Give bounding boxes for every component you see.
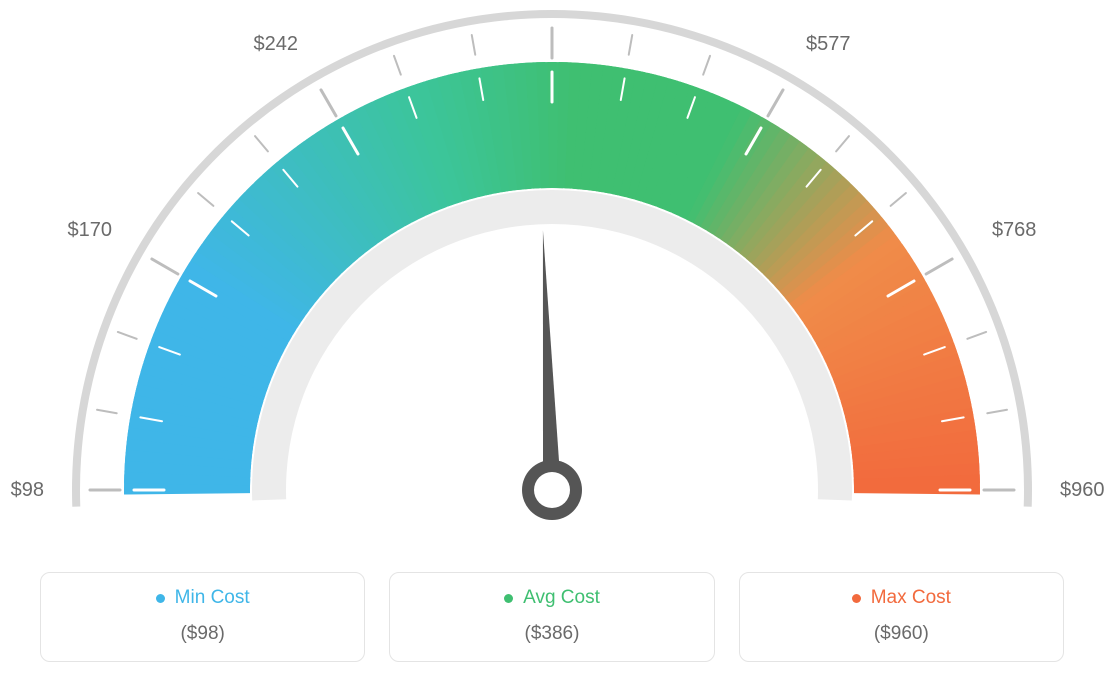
legend-dot-max	[852, 594, 861, 603]
legend-label-max: Max Cost	[871, 587, 951, 609]
legend-dot-min	[156, 594, 165, 603]
legend-row: Min Cost ($98) Avg Cost ($386) Max Cost …	[0, 572, 1104, 662]
legend-card-max: Max Cost ($960)	[739, 572, 1064, 662]
legend-label-min: Min Cost	[175, 587, 250, 609]
tick-label: $768	[992, 219, 1037, 241]
gauge-svg: $98$170$242$386$577$768$960	[0, 0, 1104, 560]
legend-dot-avg	[504, 594, 513, 603]
legend-label-avg: Avg Cost	[523, 587, 600, 609]
tick-label: $98	[11, 479, 44, 501]
legend-card-min: Min Cost ($98)	[40, 572, 365, 662]
legend-value-avg: ($386)	[400, 623, 703, 645]
legend-value-min: ($98)	[51, 623, 354, 645]
cost-gauge-chart: $98$170$242$386$577$768$960 Min Cost ($9…	[0, 0, 1104, 690]
tick-label: $577	[806, 33, 851, 55]
legend-card-avg: Avg Cost ($386)	[389, 572, 714, 662]
tick-label: $170	[68, 219, 113, 241]
tick-label: $242	[254, 33, 299, 55]
legend-value-max: ($960)	[750, 623, 1053, 645]
tick-label: $960	[1060, 479, 1104, 501]
